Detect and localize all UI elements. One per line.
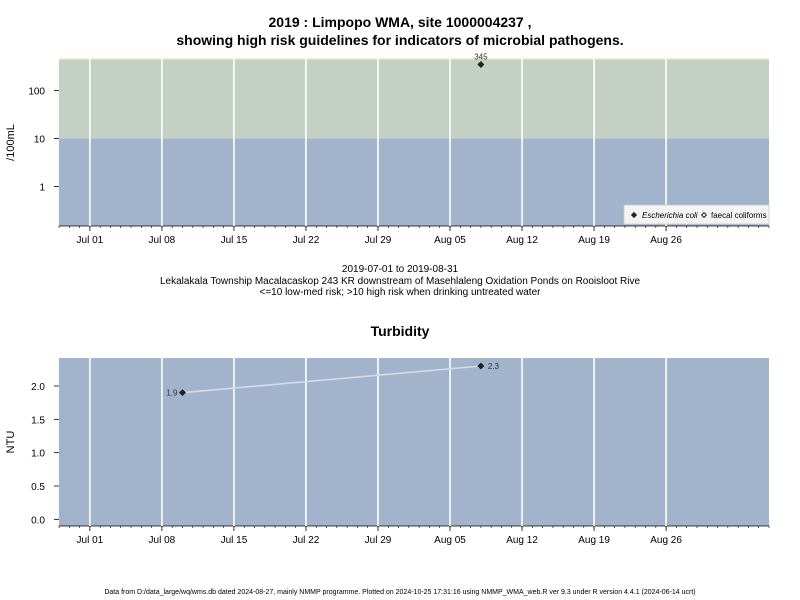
data-label: 345 — [474, 53, 488, 62]
y-tick-label: 0.0 — [31, 515, 45, 526]
chart-title-line-2: showing high risk guidelines for indicat… — [176, 32, 624, 48]
legend-label-ecoli: Escherichia coli — [642, 211, 698, 220]
y-tick-label: 100 — [28, 86, 45, 97]
x-tick-label: Jul 08 — [149, 235, 176, 246]
plot-background — [59, 358, 769, 526]
y-tick-label: 2.0 — [31, 382, 45, 393]
chart-title-line-1: 2019 : Limpopo WMA, site 1000004237 , — [268, 14, 532, 30]
y-tick-label: 10 — [34, 134, 46, 145]
data-label: 2.3 — [488, 362, 500, 371]
turbidity-title: Turbidity — [370, 323, 430, 339]
x-tick-label: Jul 29 — [365, 535, 392, 546]
x-tick-label: Jul 15 — [221, 235, 248, 246]
x-tick-label: Aug 12 — [506, 535, 538, 546]
data-label: 1.9 — [166, 389, 178, 398]
x-tick-label: Jul 29 — [365, 235, 392, 246]
microbial-chart: Jul 01 Jul 08 Jul 15 Jul 22 Jul 29 Aug 05 Aug … — [5, 53, 770, 246]
x-tick-label: Aug 19 — [578, 535, 610, 546]
x-tick-label: Aug 12 — [506, 235, 538, 246]
x-tick-label: Aug 26 — [650, 235, 682, 246]
legend-box — [623, 204, 770, 225]
x-tick-label: Jul 01 — [77, 535, 104, 546]
x-tick-label: Jul 22 — [293, 535, 320, 546]
date-range-text: 2019-07-01 to 2019-08-31 — [341, 264, 459, 275]
legend-marker-ecoli — [630, 211, 638, 219]
turbidity-point — [477, 362, 485, 370]
x-tick-label: Aug 05 — [434, 535, 466, 546]
x-tick-label: Jul 01 — [77, 235, 104, 246]
y-axis-label: NTU — [5, 431, 17, 454]
x-tick-label: Aug 26 — [650, 535, 682, 546]
y-axis-label: /100mL — [5, 124, 17, 161]
x-tick-label: Aug 19 — [578, 235, 610, 246]
site-description-text: Lekalakala Township Macalacaskop 243 KR … — [159, 276, 641, 287]
y-tick-label: 1 — [39, 182, 45, 193]
legend-label-faecal: faecal coliforms — [711, 211, 767, 220]
x-tick-label: Jul 15 — [221, 535, 248, 546]
turbidity-point — [178, 389, 186, 397]
turbidity-chart: Jul 01 Jul 08 Jul 15 Jul 22 Jul 29 Aug 05 Aug … — [5, 358, 770, 546]
risk-band — [59, 59, 769, 139]
y-tick-label: 1.0 — [31, 449, 45, 460]
y-tick-label: 1.5 — [31, 415, 45, 426]
legend-marker-faecal — [700, 211, 708, 219]
x-tick-label: Aug 05 — [434, 235, 466, 246]
footer-note: Data from D:/data_large/wq/wms.db dated … — [104, 589, 696, 596]
y-tick-label: 0.5 — [31, 482, 45, 493]
data-point-ecoli — [477, 61, 485, 69]
turbidity-line — [182, 365, 481, 394]
x-tick-label: Jul 22 — [293, 235, 320, 246]
risk-note-text: <=10 low-med risk; >10 high risk when dr… — [259, 287, 541, 298]
x-tick-label: Jul 08 — [149, 535, 176, 546]
